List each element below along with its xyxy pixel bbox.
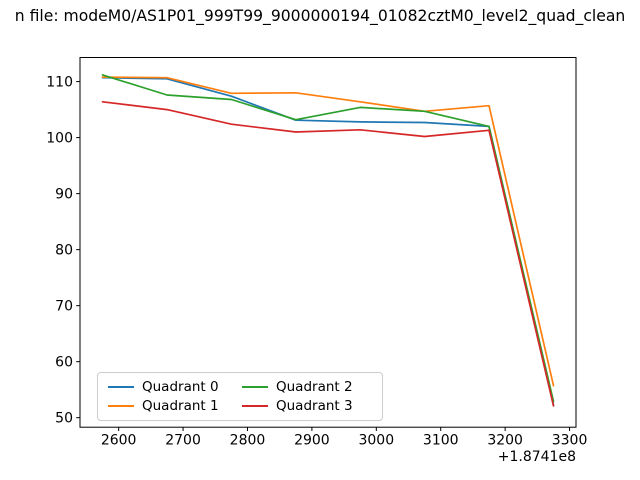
- legend-label-quadrant-3: Quadrant 3: [276, 398, 353, 415]
- legend-label-quadrant-2: Quadrant 2: [276, 378, 353, 395]
- y-tick-label: 70: [55, 299, 73, 315]
- series-line-0: [101, 76, 555, 406]
- series-line-2: [101, 74, 555, 403]
- legend-line-swatch-quadrant-2: [242, 385, 268, 388]
- axis-ticks: [76, 81, 571, 431]
- y-tick-label: 90: [55, 187, 73, 203]
- x-tick-label: 3200: [487, 433, 523, 449]
- x-tick-label: 2600: [101, 433, 137, 449]
- x-tick-label: 2800: [230, 433, 266, 449]
- x-tick-label: 2900: [294, 433, 330, 449]
- legend-line-swatch-quadrant-1: [108, 405, 134, 408]
- legend-label-quadrant-0: Quadrant 0: [142, 378, 219, 395]
- x-tick-label: 3300: [552, 433, 588, 449]
- legend-label-quadrant-1: Quadrant 1: [142, 398, 219, 415]
- x-tick-label: 3000: [358, 433, 394, 449]
- legend-item: Quadrant 2: [242, 379, 374, 395]
- axes-frame: [79, 57, 577, 428]
- x-tick-label: 3100: [423, 433, 459, 449]
- series-lines: [101, 74, 555, 407]
- x-tick-label: 2700: [165, 433, 201, 449]
- y-tick-label: 60: [55, 355, 73, 371]
- y-tick-label: 100: [46, 131, 73, 147]
- series-line-1: [101, 76, 555, 387]
- figure-title: n file: modeM0/AS1P01_999T99_9000000194_…: [14, 7, 626, 25]
- y-tick-label: 80: [55, 243, 73, 259]
- legend-line-swatch-quadrant-3: [242, 405, 268, 408]
- legend: Quadrant 0 Quadrant 1 Quadrant 2 Quadran…: [97, 372, 383, 421]
- legend-item: Quadrant 1: [108, 398, 242, 414]
- legend-item: Quadrant 0: [108, 379, 242, 395]
- axis-tick-labels: 2600 2700 2800 2900 3000 3100 3200 3300 50 60 70 80…: [46, 75, 587, 449]
- legend-line-swatch-quadrant-0: [108, 385, 134, 388]
- x-axis-offset-label: +1.8741e8: [498, 449, 576, 465]
- y-tick-label: 110: [46, 75, 73, 91]
- legend-item: Quadrant 3: [242, 398, 374, 414]
- series-line-3: [101, 100, 555, 407]
- y-tick-label: 50: [55, 411, 73, 427]
